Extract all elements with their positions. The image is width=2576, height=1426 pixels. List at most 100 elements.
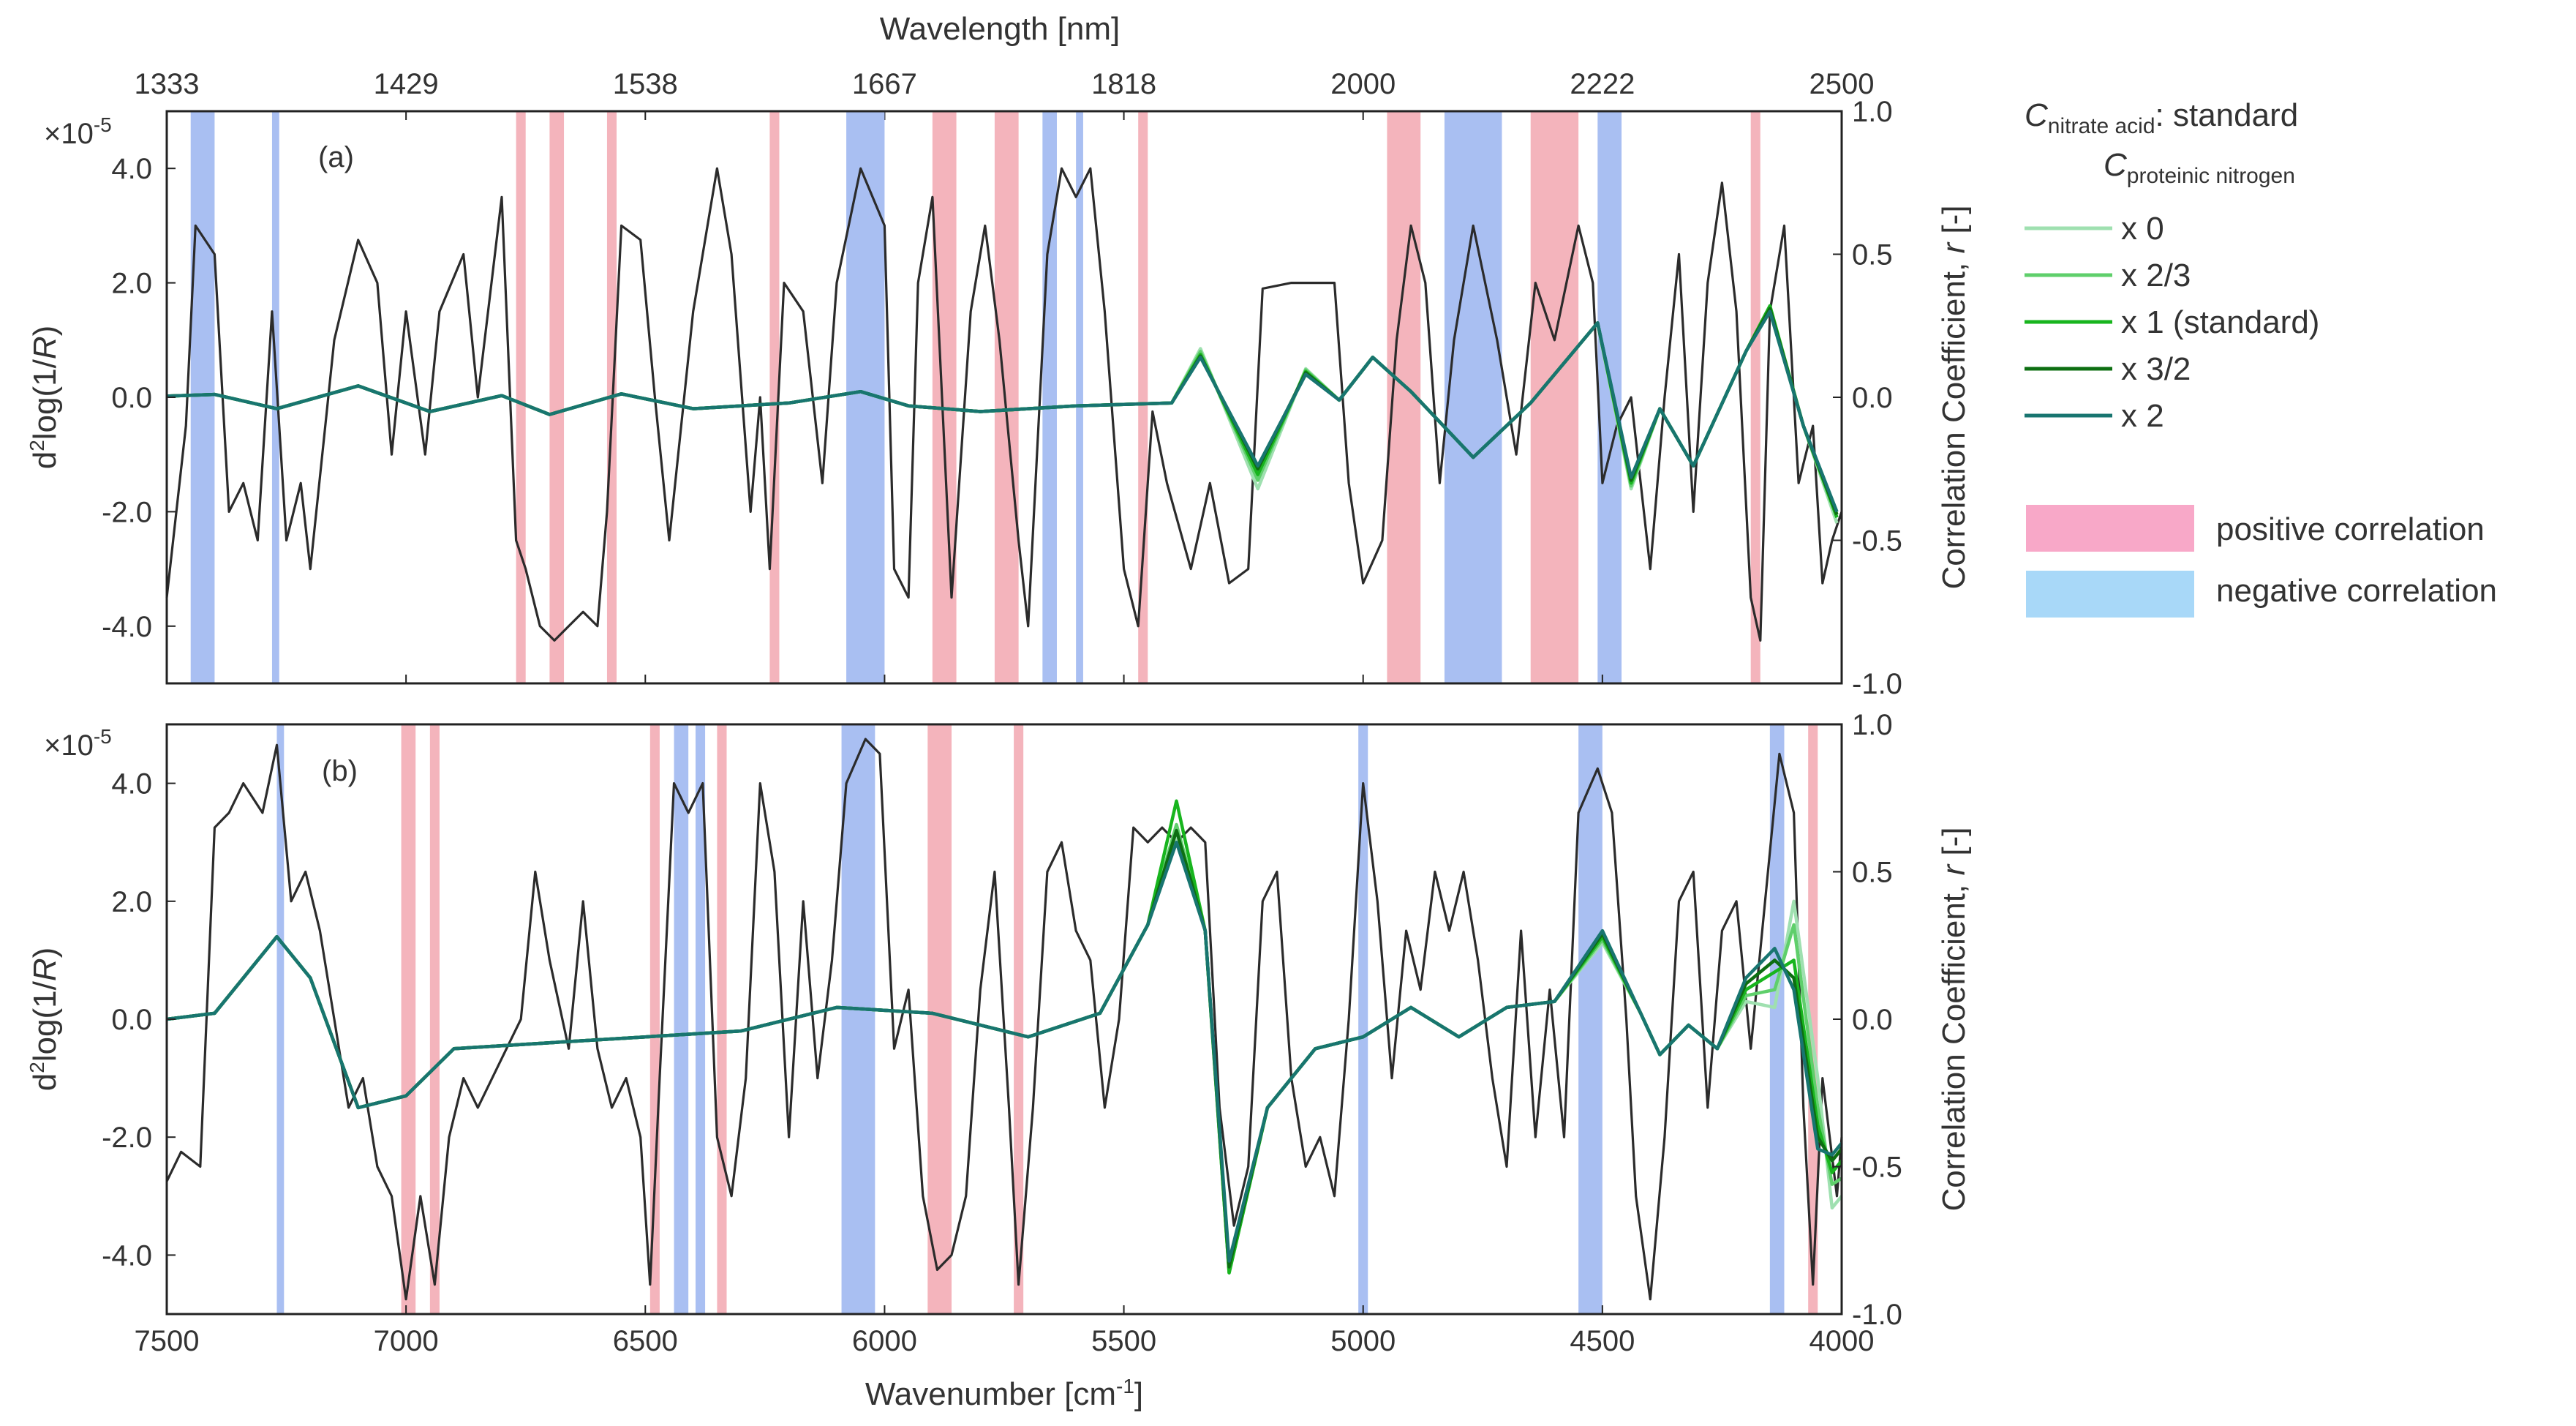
positive-band: [1014, 724, 1024, 1314]
legend-subtitle: Cproteinic nitrogen: [2104, 147, 2295, 188]
legend-label-2: x 2/3: [2121, 258, 2191, 293]
top-axis-title: Wavelength [nm]: [880, 11, 1121, 47]
x-axis-label-end: ]: [1134, 1376, 1143, 1412]
positive-band: [1750, 111, 1760, 683]
legend-series-items: x 0 x 2/3 x 1 (standard) x 3/2 x 2: [2025, 211, 2319, 434]
legend-label-3: x 1 (standard): [2121, 304, 2319, 340]
y-tick-label: 4.0: [111, 153, 152, 185]
positive-band: [927, 724, 952, 1314]
panel-label-a: (a): [318, 141, 354, 173]
x-tick-label: 7500: [135, 1325, 200, 1357]
y2-axis-label-b: Correlation Coefficient, r [-]: [1936, 828, 1972, 1212]
positive-band: [549, 111, 565, 683]
y-tick-label: 2.0: [111, 886, 152, 918]
x-tick-label: 5000: [1330, 1325, 1396, 1357]
negative-band: [841, 724, 875, 1314]
y-tick-label: -2.0: [102, 1122, 152, 1154]
spectrum-line-5: [166, 840, 1843, 1263]
y-tick-label: -4.0: [102, 611, 152, 643]
y2-tick-label: 1.0: [1852, 96, 1893, 128]
y2-tick-label: -0.5: [1852, 1152, 1902, 1184]
negative-band: [276, 724, 285, 1314]
x-axis-ticks-a: [166, 675, 1842, 683]
top-tick-label: 1667: [852, 68, 917, 100]
y-tick-label: -2.0: [102, 496, 152, 528]
negative-band: [674, 724, 689, 1314]
negative-band: [1578, 724, 1603, 1314]
x-tick-label: 4500: [1570, 1325, 1635, 1357]
y2-tick-label: -1.0: [1852, 668, 1902, 700]
x-tick-label: 6000: [852, 1325, 917, 1357]
x-tick-label: 4000: [1809, 1325, 1875, 1357]
top-tick-label: 2500: [1809, 68, 1875, 100]
positive-band: [1138, 111, 1148, 683]
top-axis-ticks: 1333 1429 1538 1667 1818 2000 2222 2500: [135, 68, 1875, 120]
y2-tick-label: 0.5: [1852, 239, 1893, 271]
y-axis-ticks-a: 4.0 2.0 0.0 -2.0 -4.0: [102, 153, 176, 643]
legend-subtitle-c: C: [2104, 147, 2128, 183]
positive-band: [649, 724, 660, 1314]
positive-band: [717, 724, 727, 1314]
y-multiplier-b: ×10-5: [44, 725, 112, 762]
x-tick-label: 7000: [374, 1325, 439, 1357]
legend-negative-label: negative correlation: [2216, 573, 2497, 609]
y-tick-label: -4.0: [102, 1239, 152, 1272]
top-tick-label: 2000: [1330, 68, 1396, 100]
y-multiplier-base-a: ×10: [44, 118, 94, 150]
y2-tick-label: 0.0: [1852, 1004, 1893, 1036]
legend-title-c: C: [2025, 97, 2049, 133]
positive-band: [401, 724, 416, 1314]
y2-tick-label: -0.5: [1852, 525, 1902, 558]
legend-negative-swatch: [2026, 571, 2194, 618]
legend: Cnitrate acid: standard Cproteinic nitro…: [2025, 97, 2497, 618]
y2-tick-label: 0.5: [1852, 857, 1893, 889]
spectrum-line-5: [166, 309, 1839, 513]
y-multiplier-a: ×10-5: [44, 113, 112, 150]
correlation-line: [165, 738, 1843, 1301]
legend-title: Cnitrate acid: standard: [2025, 97, 2298, 138]
y2-axis-ticks-b: 1.0 0.5 0.0 -0.5 -1.0: [1833, 709, 1902, 1331]
correlation-line-a: [165, 167, 1843, 642]
legend-title-sub: nitrate acid: [2048, 114, 2155, 138]
panel-label-b: (b): [322, 755, 358, 787]
x-tick-label: 5500: [1091, 1325, 1156, 1357]
positive-band: [429, 724, 440, 1314]
y2-tick-label: 0.0: [1852, 382, 1893, 414]
y-multiplier-base-b: ×10: [44, 729, 94, 762]
correlation-line: [165, 167, 1843, 642]
negative-band: [1769, 724, 1785, 1314]
spectra-lines-b: [166, 799, 1843, 1275]
y2-tick-label: 1.0: [1852, 709, 1893, 741]
positive-band: [516, 111, 526, 683]
top-tick-label: 2222: [1570, 68, 1635, 100]
legend-positive-swatch: [2026, 505, 2194, 552]
negative-band: [1358, 724, 1368, 1314]
legend-label-5: x 2: [2121, 398, 2164, 434]
correlation-line-b: [165, 738, 1843, 1301]
negative-band: [1444, 111, 1502, 683]
top-tick-label: 1429: [374, 68, 439, 100]
y-tick-label: 2.0: [111, 268, 152, 300]
y-tick-label: 0.0: [111, 382, 152, 414]
positive-band: [994, 111, 1019, 683]
panel-b: 4.0 2.0 0.0 -2.0 -4.0 1.0 0.5 0.0 -0.5 -1.0 7500…: [26, 709, 1972, 1412]
top-tick-label: 1333: [135, 68, 200, 100]
x-axis-label-text: Wavenumber [cm: [865, 1376, 1116, 1412]
legend-positive-label: positive correlation: [2216, 511, 2485, 547]
positive-band: [932, 111, 957, 683]
legend-subtitle-sub: proteinic nitrogen: [2127, 164, 2295, 188]
negative-band: [1597, 111, 1622, 683]
negative-band: [190, 111, 215, 683]
y2-axis-label-a: Correlation Coefficient, r [-]: [1936, 206, 1972, 590]
negative-band: [271, 111, 279, 683]
x-axis-label-sup: -1: [1116, 1375, 1134, 1397]
y-axis-label-a: d2log(1/R): [26, 326, 63, 470]
legend-title-rest: : standard: [2155, 97, 2299, 133]
y-tick-label: 0.0: [111, 1004, 152, 1036]
negative-band: [1042, 111, 1057, 683]
y-axis-ticks-b: 4.0 2.0 0.0 -2.0 -4.0: [102, 768, 176, 1272]
x-axis-ticks-b: 7500 7000 6500 6000 5500 5000 4500 4000: [135, 1305, 1875, 1357]
top-tick-label: 1538: [613, 68, 678, 100]
top-tick-label: 1818: [1091, 68, 1156, 100]
